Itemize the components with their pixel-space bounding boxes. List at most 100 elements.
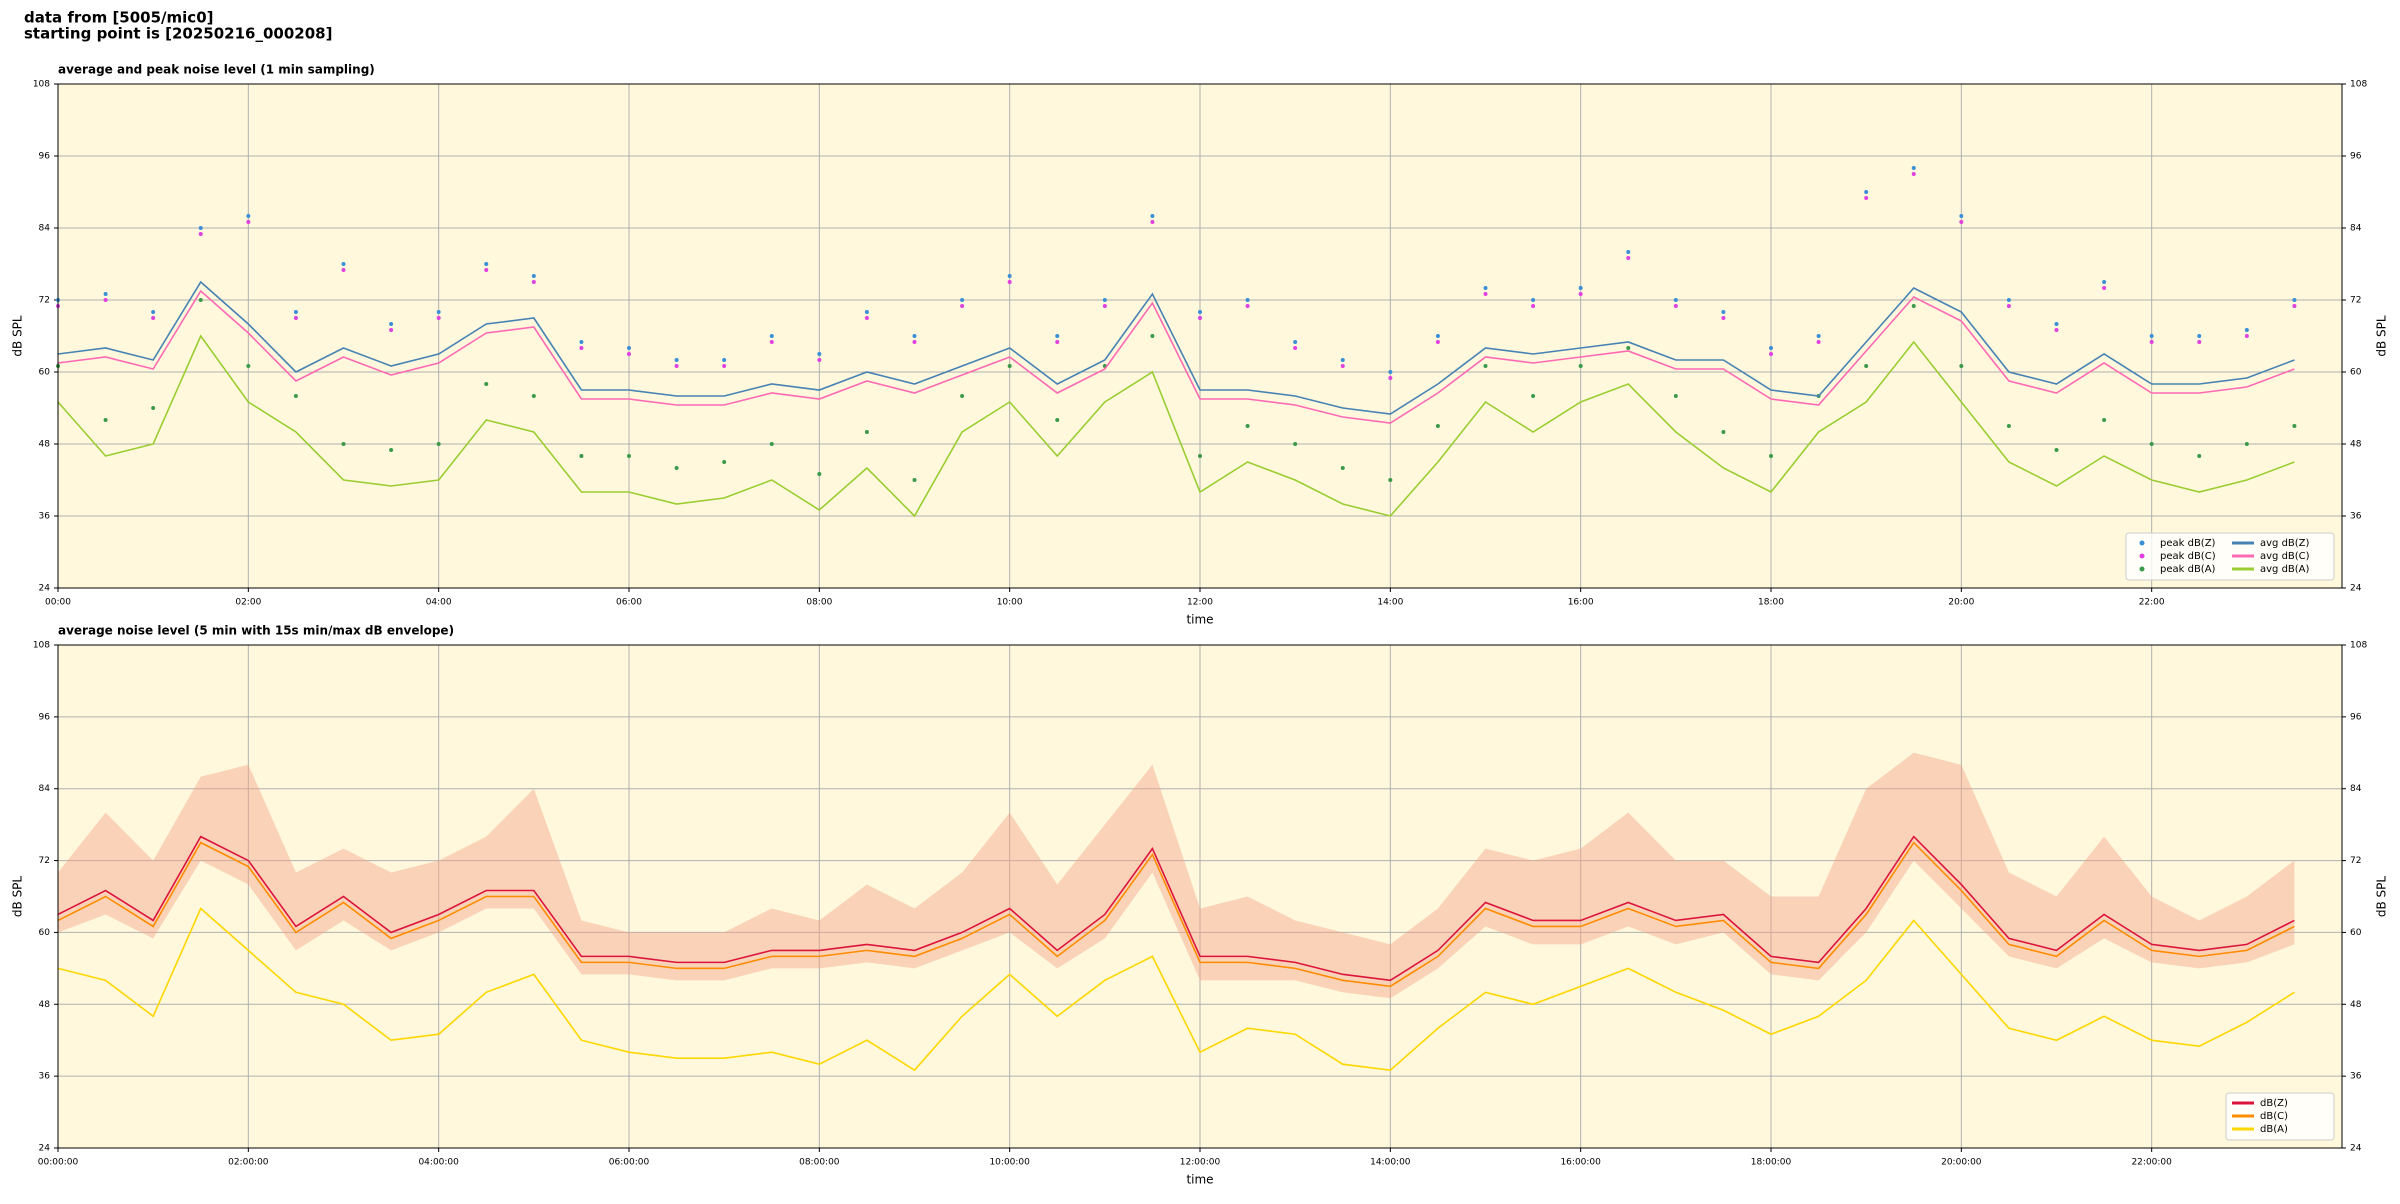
peak-point [722,364,727,368]
y-tick-label: 48 [2350,440,2362,450]
legend-label: avg dB(C) [2260,551,2310,562]
peak-point [2102,280,2107,284]
peak-point [246,364,251,368]
peak-point [722,460,727,464]
peak-point [341,442,346,446]
peak-point [1007,280,1012,284]
y-tick-label: 60 [39,928,51,938]
series-line [57,907,2295,1072]
peak-point [674,364,679,368]
peak-point [1864,364,1869,368]
peak-point [1864,196,1869,200]
peak-point [436,316,441,320]
peak-point [1626,346,1631,350]
peak-point [1911,304,1916,308]
peak-point [1816,334,1821,338]
peak-point [198,298,203,302]
peak-point [864,310,869,314]
y-tick-label: 84 [39,224,51,234]
peak-point [1911,166,1916,170]
y-tick-label: 60 [39,368,51,378]
y-tick-label: 96 [39,152,51,162]
peak-point [1293,442,1298,446]
peak-point [1102,304,1107,308]
x-tick-label: 20:00:00 [1941,1158,1982,1168]
peak-point [1959,220,1964,224]
series-line [57,841,2295,988]
peak-point [2292,424,2297,428]
y-tick-label: 36 [2350,512,2362,522]
peak-point [1198,310,1202,314]
peak-point [1483,292,1488,296]
peak-point [912,340,917,344]
peak-point [2244,328,2249,332]
x-tick-label: 06:00 [616,598,642,608]
y-tick-label: 108 [33,641,50,651]
peak-point [103,298,108,302]
legend-marker [2139,540,2145,546]
y-tick-label: 60 [2350,368,2362,378]
peak-point [864,316,869,320]
series-line [57,334,2295,518]
peak-point [817,472,822,476]
peak-point [1483,286,1488,290]
peak-point [103,418,108,422]
peak-point [389,448,394,452]
x-tick-label: 18:00 [1758,598,1784,608]
peak-point [1673,298,1678,302]
peak-point [1293,340,1298,344]
legend-marker [2139,553,2145,559]
peak-point [2006,298,2011,302]
legend-box [2125,532,2335,581]
peak-point [1769,352,1773,356]
x-tick-label: 08:00 [806,598,832,608]
y-tick-label: 96 [39,712,51,722]
y-tick-label: 24 [2350,1144,2362,1154]
peak-point [1721,310,1726,314]
peak-point [198,226,203,230]
peak-point [817,352,822,356]
peak-point [1435,334,1440,338]
plot-frame [57,644,2343,1149]
x-tick-label: 08:00:00 [799,1158,840,1168]
peak-point [1578,292,1583,296]
peak-point [960,394,965,398]
peak-point [1245,298,1250,302]
peak-point [2006,304,2011,308]
peak-point [1055,334,1060,338]
peak-point [1435,424,1440,428]
peak-point [1340,358,1345,362]
peak-point [2006,424,2011,428]
peak-point [627,454,631,458]
x-tick-label: 00:00 [45,598,71,608]
peak-point [531,280,536,284]
peak-point [2149,340,2154,344]
y-axis-label: dB SPL [11,315,25,357]
y-axis-label: dB SPL [2375,876,2389,918]
y-tick-label: 48 [39,440,51,450]
peak-point [1626,256,1631,260]
peak-point [531,394,536,398]
series-line [57,835,2295,982]
x-tick-label: 14:00:00 [1370,1158,1411,1168]
peak-point [1198,316,1202,320]
peak-point [864,430,869,434]
y-tick-label: 24 [39,584,51,594]
peak-point [1388,376,1393,380]
y-tick-label: 84 [39,784,51,794]
peak-point [1388,478,1393,482]
peak-point [436,442,441,446]
plot-frame [57,83,2343,589]
peak-point [579,340,584,344]
x-tick-label: 22:00:00 [2131,1158,2172,1168]
x-tick-label: 10:00:00 [989,1158,1030,1168]
y-tick-label: 108 [2350,641,2367,651]
peak-point [341,262,346,266]
peak-point [151,316,156,320]
peak-point [674,358,679,362]
peak-point [1531,298,1536,302]
peak-point [1626,250,1631,254]
peak-point [151,310,156,314]
peak-point [436,310,441,314]
